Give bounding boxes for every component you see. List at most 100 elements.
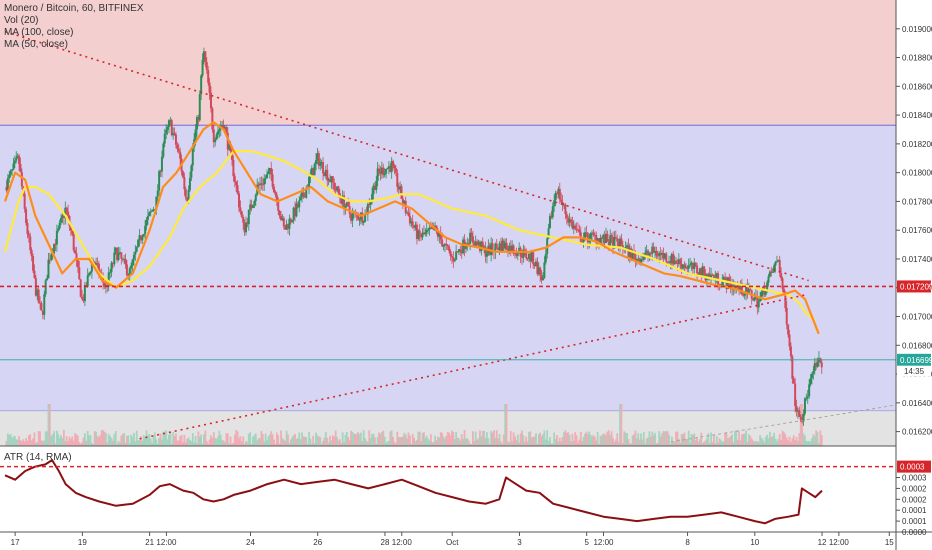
volume-bar [799, 404, 802, 446]
atr-title[interactable]: ATR (14, RMA) [4, 452, 72, 463]
candle-body [20, 172, 23, 187]
volume-bar [731, 434, 733, 446]
volume-bar [67, 441, 69, 446]
volume-bar [676, 431, 679, 446]
candle-body [591, 232, 594, 234]
volume-bar [205, 440, 208, 446]
candle-body [497, 247, 500, 251]
volume-bar [76, 435, 79, 446]
candle-body [57, 228, 60, 231]
volume-bar [13, 435, 16, 446]
study-ma100[interactable]: MA (100, close) [4, 27, 74, 38]
volume-bar [246, 442, 249, 446]
volume-bar [760, 437, 763, 446]
volume-bar [133, 432, 135, 446]
volume-bar [105, 432, 107, 446]
candle-body [784, 292, 787, 308]
volume-bar [787, 440, 790, 446]
candle-body [36, 289, 39, 296]
volume-bar [102, 430, 105, 446]
candle-body [134, 251, 137, 255]
volume-bar [428, 440, 431, 446]
study-volume[interactable]: Vol (20) [4, 15, 39, 26]
volume-bar [712, 435, 715, 446]
volume-bar [179, 436, 182, 446]
volume-bar [620, 404, 623, 446]
candle-body [172, 133, 175, 136]
volume-bar [305, 437, 308, 446]
volume-bar [18, 436, 20, 446]
volume-bar [424, 438, 427, 446]
candle-body [292, 207, 295, 221]
volume-bar [30, 440, 33, 446]
volume-bar [722, 441, 725, 446]
volume-bar [508, 442, 511, 446]
candle-body [513, 253, 516, 255]
volume-bar [280, 430, 282, 446]
candle-body [132, 254, 135, 260]
volume-bar [530, 437, 533, 446]
volume-bar [809, 441, 812, 446]
candle-body [609, 235, 612, 246]
volume-bar [392, 436, 394, 446]
volume-bar [714, 443, 717, 446]
candle-body [113, 252, 116, 265]
volume-bar [741, 434, 743, 446]
candle-body [504, 242, 507, 249]
volume-bar [200, 434, 203, 446]
candle-body [560, 199, 563, 202]
candle-body [569, 219, 572, 222]
volume-bar [539, 432, 542, 446]
candle-body [460, 251, 463, 254]
volume-bar [521, 430, 523, 446]
volume-bar [261, 434, 264, 446]
candle-body [607, 241, 610, 246]
volume-bar [785, 437, 788, 446]
volume-bar [327, 442, 330, 446]
candle-body [53, 243, 56, 254]
price-tick-label: 0.016200 [902, 428, 932, 437]
candle-body [198, 94, 201, 121]
candle-body [315, 160, 318, 164]
volume-bar [113, 434, 116, 446]
candle-body [233, 176, 236, 182]
volume-bar [40, 440, 43, 446]
volume-bar [560, 441, 563, 446]
candle-body [534, 261, 537, 267]
zone-resistance [0, 0, 896, 126]
candle-body [724, 277, 727, 279]
symbol-title[interactable]: Monero / Bitcoin, 60, BITFINEX [4, 3, 144, 14]
candle-body [127, 274, 130, 276]
study-ma50[interactable]: MA (50, close) [4, 39, 68, 50]
candle-body [358, 219, 361, 221]
volume-bar [266, 439, 268, 446]
candle-body [555, 193, 558, 195]
volume-bar [308, 431, 310, 446]
candle-body [280, 215, 283, 220]
zone-range [0, 125, 896, 411]
volume-bar [401, 436, 404, 446]
volume-bar [288, 443, 291, 446]
volume-bar [131, 436, 134, 446]
volume-bar [641, 439, 644, 446]
volume-bar [738, 431, 741, 446]
candle-body [778, 260, 781, 274]
candle-body [295, 203, 298, 217]
candle-body [781, 278, 784, 289]
volume-bar [501, 443, 504, 446]
candle-body [397, 186, 400, 190]
candle-body [232, 159, 235, 177]
candle-body [86, 275, 89, 287]
candle-body [5, 187, 8, 191]
volume-bar [203, 434, 205, 446]
candle-body [208, 82, 211, 93]
candle-body [738, 285, 741, 290]
volume-bar [423, 432, 425, 446]
candle-body [565, 214, 568, 218]
candle-body [553, 200, 556, 207]
volume-bar [572, 440, 575, 446]
volume-bar [357, 432, 359, 446]
